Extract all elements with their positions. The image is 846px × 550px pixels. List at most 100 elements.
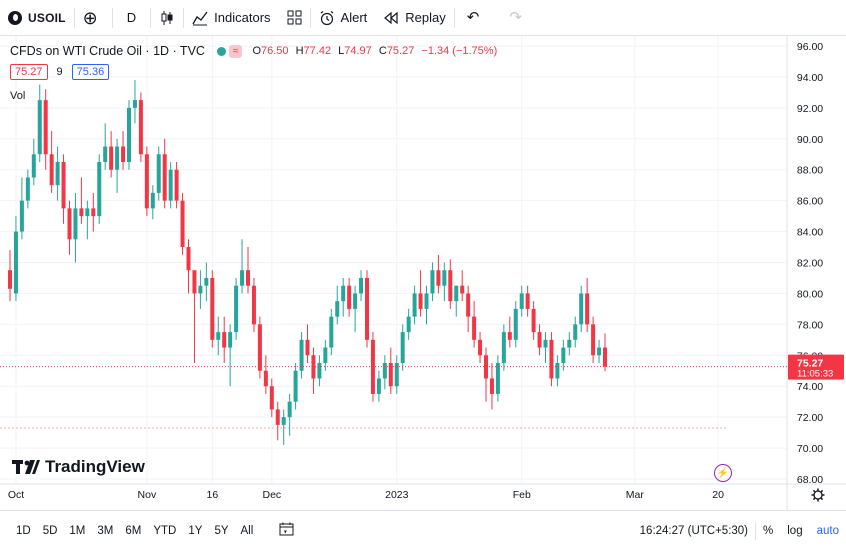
buy-button[interactable]: 75.36 — [71, 64, 110, 80]
chart-legend: CFDs on WTI Crude Oil · 1D · TVC ≈ O76.5… — [10, 44, 501, 58]
candle-body — [246, 270, 250, 286]
candle-body — [216, 332, 221, 340]
undo-button[interactable]: ↶ — [455, 0, 498, 36]
low-value: 74.97 — [344, 45, 372, 57]
candle-body — [501, 332, 506, 364]
candle-body — [174, 169, 179, 201]
candle-body — [299, 339, 304, 371]
candle-body — [263, 370, 268, 387]
candle-body — [579, 293, 584, 325]
delayed-data-badge[interactable]: ≈ — [228, 44, 243, 58]
tradingview-logo[interactable]: TradingView — [12, 457, 145, 477]
chart-settings-icon[interactable] — [811, 488, 825, 502]
candle-body — [251, 285, 256, 325]
candle-body — [115, 146, 120, 170]
layouts-button[interactable] — [279, 0, 310, 36]
candle-body — [234, 285, 239, 333]
x-tick-label: Mar — [626, 489, 645, 501]
interval-button[interactable]: D — [113, 0, 150, 36]
buy-sell-panel: 75.27 9 75.36 — [10, 64, 110, 80]
toolbar-divider — [183, 7, 185, 28]
replay-button[interactable]: Replay — [375, 0, 453, 36]
redo-button[interactable]: ↷ — [497, 0, 540, 36]
candle-body — [495, 363, 500, 394]
candle-body — [49, 154, 54, 186]
range-button-ytd[interactable]: YTD — [153, 524, 177, 537]
range-button-1y[interactable]: 1Y — [188, 524, 203, 537]
y-tick-label: 88.00 — [797, 165, 823, 177]
compare-symbol-button[interactable]: ⊕ — [75, 0, 112, 36]
candle-body — [210, 277, 215, 340]
range-button-1m[interactable]: 1M — [69, 524, 86, 537]
candle-body — [412, 293, 417, 317]
calendar-goto-icon[interactable] — [279, 522, 294, 539]
candle-body — [442, 270, 447, 286]
candle-body — [454, 285, 459, 302]
x-tick-label: 20 — [712, 489, 724, 501]
y-tick-label: 92.00 — [797, 103, 823, 115]
tradingview-mark-icon — [12, 460, 40, 474]
candle-body — [591, 324, 596, 356]
chart-title[interactable]: CFDs on WTI Crude Oil · 1D · TVC — [10, 44, 205, 58]
chart-type-button[interactable] — [151, 0, 183, 36]
y-tick-label: 74.00 — [797, 381, 823, 393]
sell-button[interactable]: 75.27 — [10, 64, 48, 80]
market-status-icon — [216, 46, 226, 56]
lightning-icon[interactable]: ⚡ — [714, 464, 732, 482]
y-tick-label: 84.00 — [797, 227, 823, 239]
last-price-label-bg — [788, 354, 844, 380]
auto-scale-toggle[interactable]: auto — [816, 525, 839, 537]
candle-body — [543, 339, 548, 348]
candle-body — [531, 308, 536, 333]
toolbar-divider — [309, 7, 311, 28]
candle-body — [353, 293, 358, 309]
indicators-label: Indicators — [214, 10, 271, 25]
candle-body — [55, 161, 60, 186]
candle-body — [448, 270, 453, 302]
symbol-name: USOIL — [28, 10, 66, 25]
log-scale-toggle[interactable]: log — [787, 525, 803, 537]
x-tick-label: 16 — [207, 489, 219, 501]
last-price-label: 75.27 — [797, 358, 823, 370]
candle-body — [394, 363, 399, 387]
symbol-search-button[interactable]: USOIL — [0, 0, 74, 36]
tradingview-logo-text: TradingView — [45, 457, 145, 476]
candle-body — [91, 208, 96, 217]
candle-body — [376, 378, 381, 394]
alert-button[interactable]: Alert — [311, 0, 376, 36]
range-button-1d[interactable]: 1D — [16, 524, 31, 537]
range-button-3m[interactable]: 3M — [97, 524, 114, 537]
replay-label: Replay — [405, 10, 446, 25]
range-button-5d[interactable]: 5D — [42, 524, 58, 537]
candle-body — [537, 332, 542, 348]
candle-body — [347, 285, 352, 309]
volume-label[interactable]: Vol — [10, 90, 26, 102]
candle-body — [400, 332, 405, 364]
candle-body — [281, 417, 286, 425]
x-tick-label: Oct — [8, 489, 24, 501]
candle-body — [430, 270, 435, 294]
price-chart[interactable]: 96.00 94.00 92.00 90.00 88.00 86.00 84.00 82.00… — [0, 36, 846, 510]
candle-body — [138, 100, 143, 155]
candle-body — [132, 100, 137, 108]
range-button-all[interactable]: All — [240, 524, 254, 537]
range-button-5y[interactable]: 5Y — [214, 524, 229, 537]
percent-scale-toggle[interactable]: % — [763, 525, 774, 537]
candle-body — [365, 277, 369, 340]
candle-body — [192, 270, 197, 294]
candle-body — [228, 332, 233, 348]
y-tick-label: 72.00 — [797, 412, 823, 424]
candle-body — [37, 100, 42, 155]
x-tick-label: Nov — [138, 489, 157, 501]
x-tick-label: Dec — [263, 489, 282, 501]
clock-timezone[interactable]: 16:24:27 (UTC+5:30) — [639, 525, 749, 537]
y-tick-label: 78.00 — [797, 319, 823, 331]
y-tick-label: 68.00 — [797, 474, 823, 486]
candle-body — [287, 401, 292, 418]
y-tick-label: 80.00 — [797, 288, 823, 300]
bottom-divider — [755, 522, 757, 540]
range-button-6m[interactable]: 6M — [125, 524, 142, 537]
indicators-button[interactable]: Indicators — [184, 0, 278, 36]
candle-body — [61, 161, 66, 209]
candle-body — [156, 154, 161, 193]
